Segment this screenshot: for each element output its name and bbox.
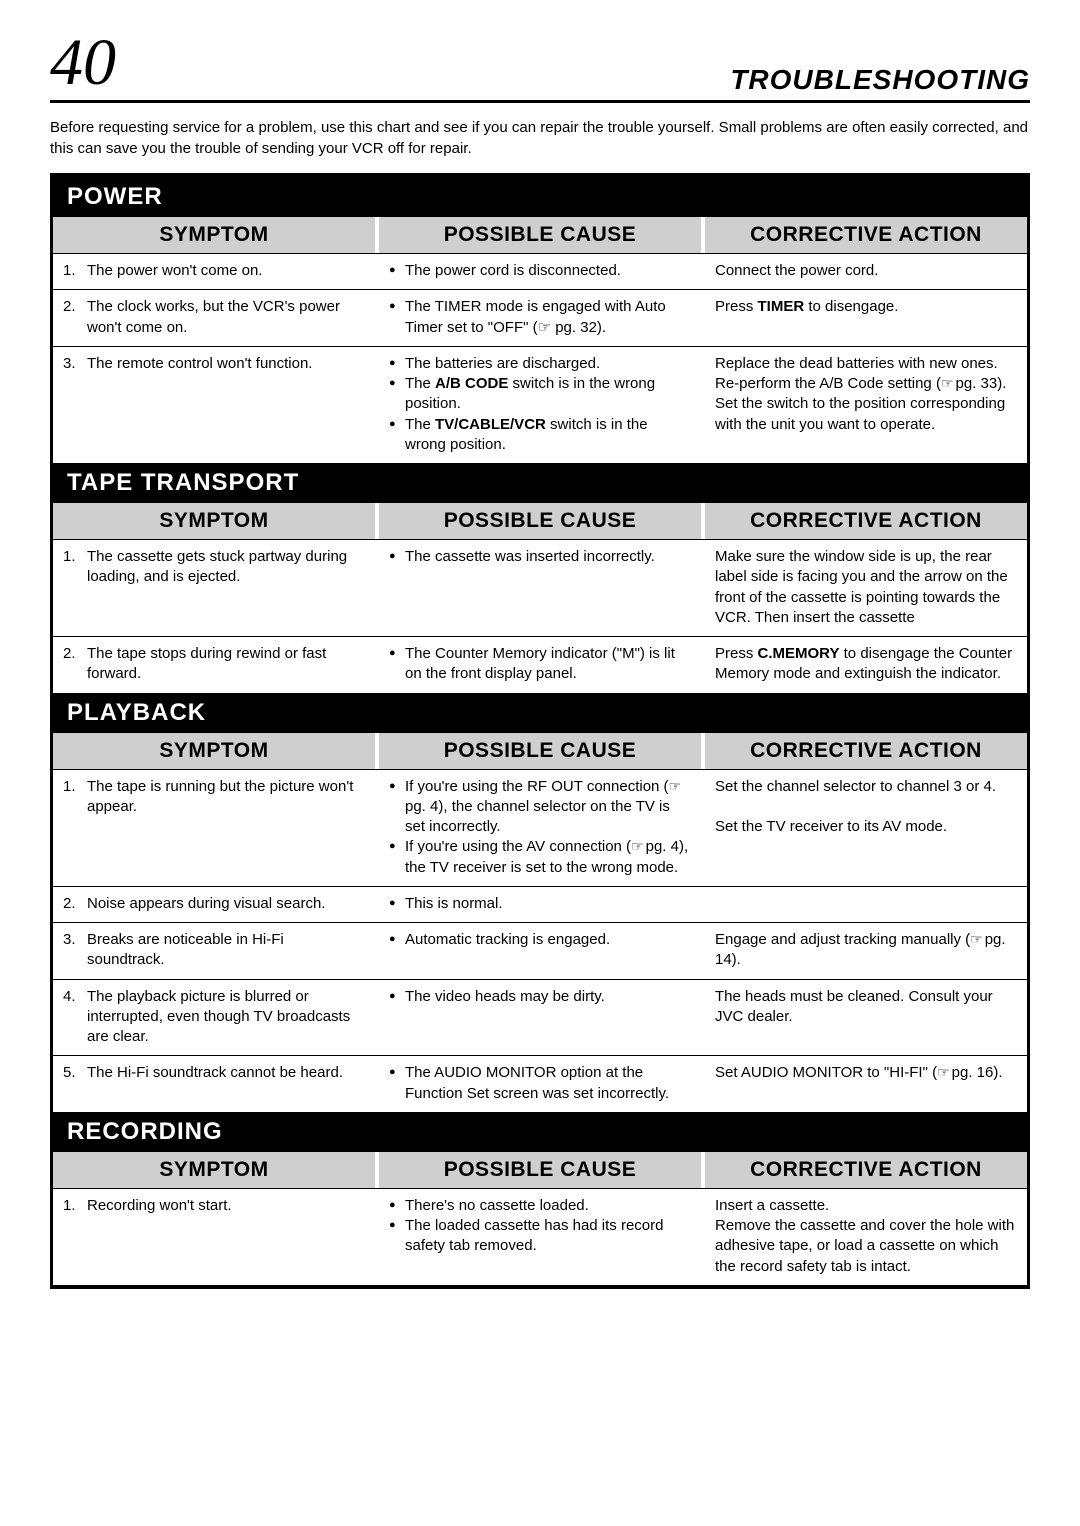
col-action: CORRECTIVE ACTION [701, 1152, 1027, 1188]
column-headers: SYMPTOM POSSIBLE CAUSE CORRECTIVE ACTION [53, 1152, 1027, 1189]
action-cell: The heads must be cleaned. Consult your … [701, 980, 1027, 1056]
col-symptom: SYMPTOM [53, 1152, 375, 1188]
section-rows-power: 1.The power won't come on.The power cord… [53, 254, 1027, 463]
section-title-playback: PLAYBACK [53, 693, 1027, 733]
table-row: 4.The playback picture is blurred or int… [53, 980, 1027, 1057]
table-row: 3.The remote control won't function.The … [53, 347, 1027, 463]
table-row: 3.Breaks are noticeable in Hi-Fi soundtr… [53, 923, 1027, 980]
cause-cell: The cassette was inserted incorrectly. [375, 540, 701, 636]
symptom-cell: 2.Noise appears during visual search. [53, 887, 375, 922]
action-cell [701, 887, 1027, 922]
symptom-cell: 1.The tape is running but the picture wo… [53, 770, 375, 886]
section-rows-playback: 1.The tape is running but the picture wo… [53, 770, 1027, 1112]
section-title-power: POWER [53, 177, 1027, 217]
symptom-cell: 3.Breaks are noticeable in Hi-Fi soundtr… [53, 923, 375, 979]
cause-cell: The TIMER mode is engaged with Auto Time… [375, 290, 701, 346]
action-cell: Engage and adjust tracking manually (pg.… [701, 923, 1027, 979]
table-row: 1.Recording won't start.There's no casse… [53, 1189, 1027, 1285]
intro-text: Before requesting service for a problem,… [50, 117, 1030, 159]
col-cause: POSSIBLE CAUSE [375, 733, 701, 769]
action-cell: Insert a cassette.Remove the cassette an… [701, 1189, 1027, 1285]
cause-cell: If you're using the RF OUT connection (p… [375, 770, 701, 886]
troubleshooting-table: POWER SYMPTOM POSSIBLE CAUSE CORRECTIVE … [50, 173, 1030, 1289]
table-row: 5.The Hi-Fi soundtrack cannot be heard.T… [53, 1056, 1027, 1112]
column-headers: SYMPTOM POSSIBLE CAUSE CORRECTIVE ACTION [53, 217, 1027, 254]
page-title: TROUBLESHOOTING [730, 64, 1030, 96]
action-cell: Set AUDIO MONITOR to "HI-FI" (pg. 16). [701, 1056, 1027, 1112]
table-row: 1.The power won't come on.The power cord… [53, 254, 1027, 290]
col-symptom: SYMPTOM [53, 733, 375, 769]
cause-cell: The power cord is disconnected. [375, 254, 701, 289]
col-action: CORRECTIVE ACTION [701, 503, 1027, 539]
col-action: CORRECTIVE ACTION [701, 217, 1027, 253]
symptom-cell: 2.The clock works, but the VCR's power w… [53, 290, 375, 346]
cause-cell: The video heads may be dirty. [375, 980, 701, 1056]
cause-cell: The AUDIO MONITOR option at the Function… [375, 1056, 701, 1112]
cause-cell: The batteries are discharged.The A/B COD… [375, 347, 701, 463]
cause-cell: The Counter Memory indicator ("M") is li… [375, 637, 701, 693]
col-symptom: SYMPTOM [53, 217, 375, 253]
action-cell: Press TIMER to disengage. [701, 290, 1027, 346]
action-cell: Set the channel selector to channel 3 or… [701, 770, 1027, 886]
section-rows-tape: 1.The cassette gets stuck partway during… [53, 540, 1027, 693]
table-row: 1.The cassette gets stuck partway during… [53, 540, 1027, 637]
symptom-cell: 4.The playback picture is blurred or int… [53, 980, 375, 1056]
table-row: 2.Noise appears during visual search.Thi… [53, 887, 1027, 923]
col-action: CORRECTIVE ACTION [701, 733, 1027, 769]
col-cause: POSSIBLE CAUSE [375, 1152, 701, 1188]
page-header: 40 TROUBLESHOOTING [50, 30, 1030, 103]
table-row: 1.The tape is running but the picture wo… [53, 770, 1027, 887]
col-cause: POSSIBLE CAUSE [375, 217, 701, 253]
symptom-cell: 1.Recording won't start. [53, 1189, 375, 1285]
section-title-recording: RECORDING [53, 1112, 1027, 1152]
col-cause: POSSIBLE CAUSE [375, 503, 701, 539]
col-symptom: SYMPTOM [53, 503, 375, 539]
symptom-cell: 3.The remote control won't function. [53, 347, 375, 463]
cause-cell: This is normal. [375, 887, 701, 922]
section-title-tape: TAPE TRANSPORT [53, 463, 1027, 503]
action-cell: Press C.MEMORY to disengage the Counter … [701, 637, 1027, 693]
cause-cell: Automatic tracking is engaged. [375, 923, 701, 979]
symptom-cell: 1.The cassette gets stuck partway during… [53, 540, 375, 636]
action-cell: Replace the dead batteries with new ones… [701, 347, 1027, 463]
table-row: 2.The clock works, but the VCR's power w… [53, 290, 1027, 347]
column-headers: SYMPTOM POSSIBLE CAUSE CORRECTIVE ACTION [53, 733, 1027, 770]
cause-cell: There's no cassette loaded.The loaded ca… [375, 1189, 701, 1285]
section-rows-recording: 1.Recording won't start.There's no casse… [53, 1189, 1027, 1285]
table-row: 2.The tape stops during rewind or fast f… [53, 637, 1027, 693]
page-number: 40 [50, 30, 116, 96]
column-headers: SYMPTOM POSSIBLE CAUSE CORRECTIVE ACTION [53, 503, 1027, 540]
symptom-cell: 2.The tape stops during rewind or fast f… [53, 637, 375, 693]
action-cell: Connect the power cord. [701, 254, 1027, 289]
symptom-cell: 1.The power won't come on. [53, 254, 375, 289]
action-cell: Make sure the window side is up, the rea… [701, 540, 1027, 636]
symptom-cell: 5.The Hi-Fi soundtrack cannot be heard. [53, 1056, 375, 1112]
